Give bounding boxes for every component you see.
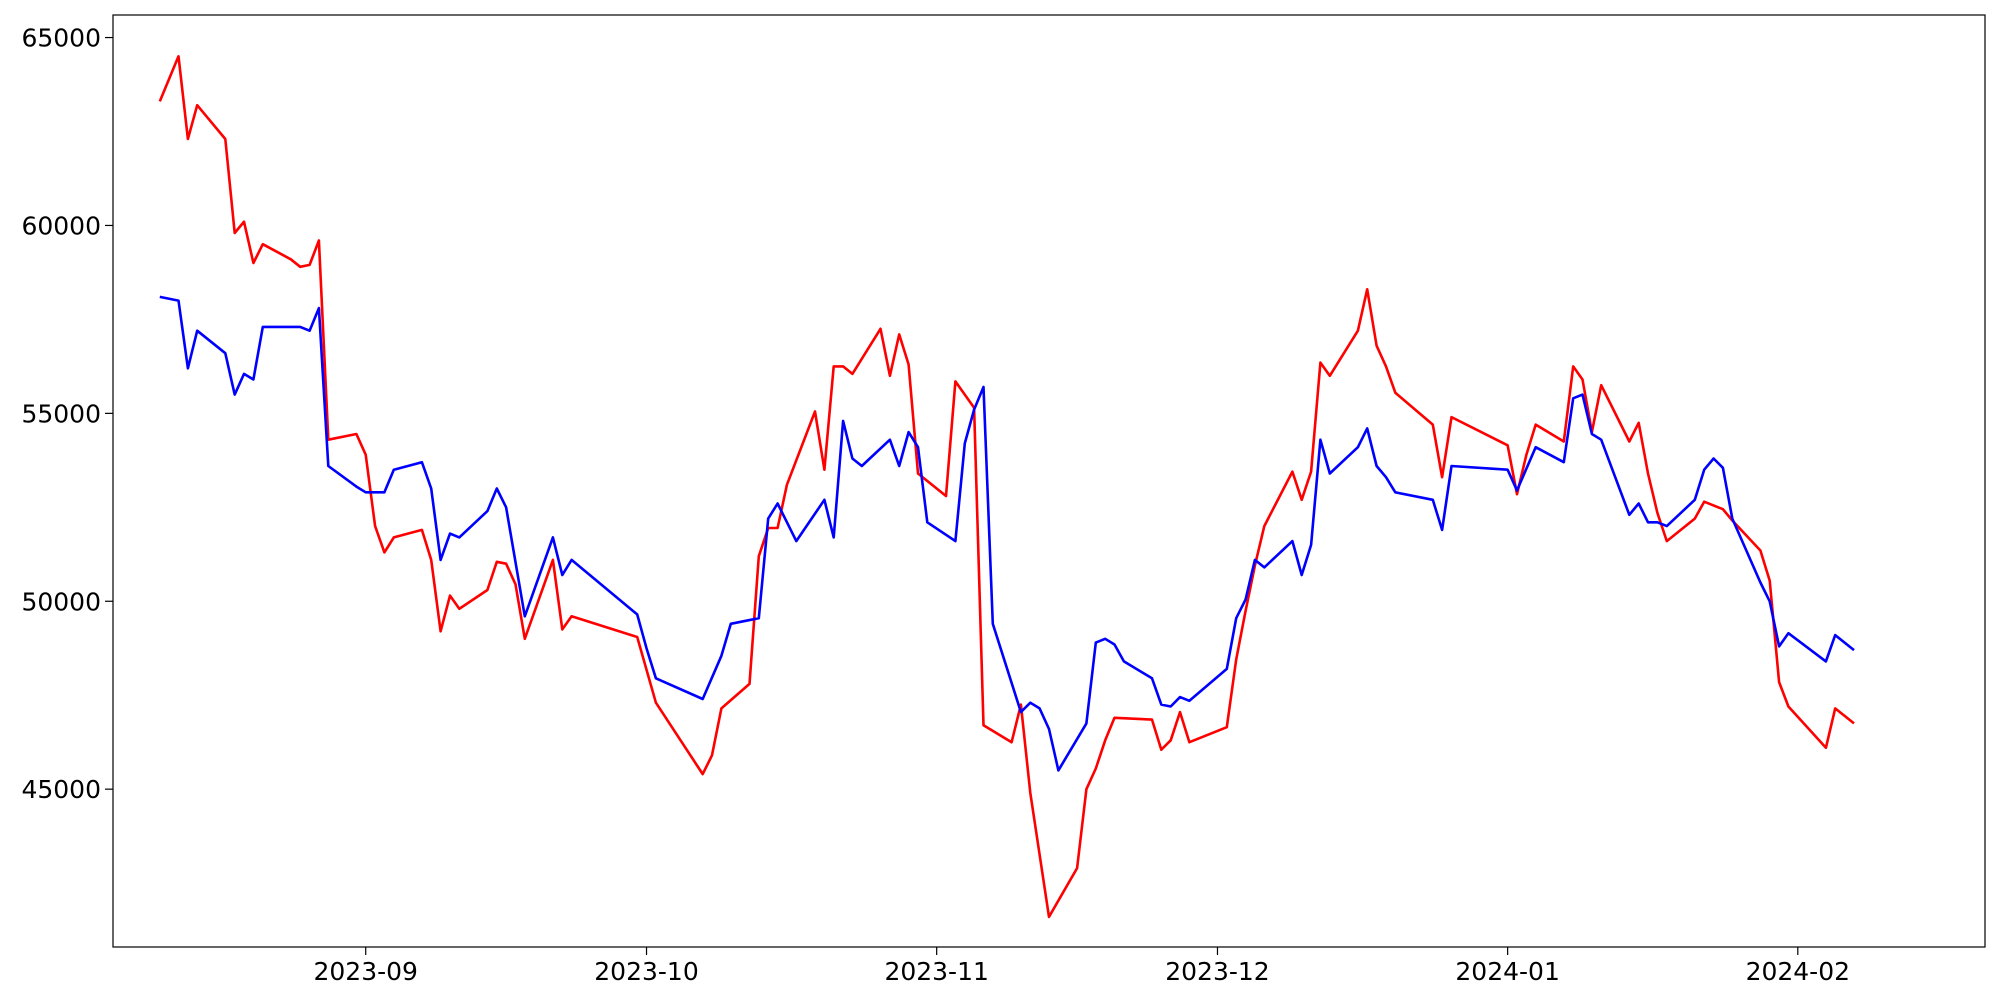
y-tick-label: 50000 xyxy=(21,587,101,616)
x-tick-label: 2023-10 xyxy=(594,957,698,986)
series-layer xyxy=(158,55,1855,919)
y-tick-label: 65000 xyxy=(21,24,101,53)
x-tick-label: 2023-12 xyxy=(1165,957,1269,986)
y-tick-label: 60000 xyxy=(21,211,101,240)
series-line-2 xyxy=(159,295,1855,772)
x-tick-label: 2023-09 xyxy=(313,957,417,986)
y-tick-label: 55000 xyxy=(21,399,101,428)
series-line-1 xyxy=(158,55,1855,919)
y-axis: 45000 50000 55000 60000 65000 xyxy=(21,24,113,804)
x-tick-label: 2024-01 xyxy=(1455,957,1559,986)
x-tick-label: 2023-11 xyxy=(884,957,988,986)
y-tick-label: 45000 xyxy=(21,775,101,804)
plot-area-frame xyxy=(112,14,1986,948)
x-tick-label: 2024-02 xyxy=(1746,957,1850,986)
x-axis: 2023-09 2023-10 2023-11 2023-12 2024-01 2024-… xyxy=(313,947,1850,986)
